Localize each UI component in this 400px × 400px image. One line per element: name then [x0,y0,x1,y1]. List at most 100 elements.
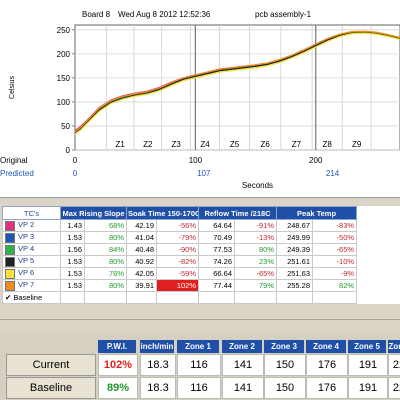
thermocouple-table: TC's Max Rising Slope Soak Time 150-170C… [2,206,400,304]
pwi-row-label: Baseline [6,377,96,399]
original-tick-label: 100 [189,156,203,165]
tc-name: VP 5 [18,256,35,266]
tc-slope-pct-cell: 68% [83,219,128,232]
zone-label: Z4 [200,140,210,149]
tc-soak-pct-cell: -56% [156,219,200,232]
zone-setpoint-value[interactable]: 116 [177,377,221,399]
baseline-empty-cell [312,291,358,304]
pwi-column-header: Zone 2 [222,340,262,353]
tc-slope-cell: 1.53 [60,267,85,280]
tc-name-cell: VP 7 [2,279,61,292]
zone-setpoint-value[interactable]: 150 [264,354,306,376]
tc-slope-pct-cell: 80% [83,279,128,292]
zone-label: Z6 [261,140,271,149]
chart-header: Board 8 Wed Aug 8 2012 12:52:36 pcb asse… [0,10,400,55]
tc-name: VP 7 [18,280,35,290]
zone-setpoint-value[interactable]: 176 [306,354,348,376]
y-tick-label: 50 [61,122,70,131]
tc-slope-cell: 1.53 [60,231,85,244]
predicted-axis-label: Predicted [0,169,34,178]
tc-reflow-cell: 74.26 [198,255,236,268]
zone-setpoint-value[interactable]: 116 [177,354,221,376]
tc-name: VP 3 [18,232,35,242]
reflow-time-header: Reflow Time /218C [198,206,278,220]
tc-reflow-cell: 64.64 [198,219,236,232]
tc-reflow-pct-cell: 79% [234,279,278,292]
y-tick-label: 100 [57,98,71,107]
conveyor-speed-value[interactable]: 18.3 [140,354,176,376]
zone-setpoint-value[interactable]: 22 [388,354,400,376]
tc-slope-cell: 1.53 [60,255,85,268]
tc-row[interactable]: VP 2 1.43 68% 42.19 -56% 64.64 -91% 248.67 -83% [2,219,400,232]
original-axis-label: Original [0,156,28,165]
tc-slope-cell: 1.43 [60,219,85,232]
baseline-toggle[interactable]: ✔ Baseline [2,291,61,304]
pwi-column-header: Zone 1 [177,340,219,353]
pwi-value: 102% [98,354,138,376]
pwi-column-header: Zone 3 [264,340,304,353]
zone-setpoint-value[interactable]: 22 [388,377,400,399]
tc-reflow-pct-cell: -65% [234,267,278,280]
pwi-column-header: Zone [388,340,400,353]
y-tick-label: 0 [66,146,71,155]
y-tick-label: 250 [57,26,71,35]
tc-peak-cell: 249.99 [276,231,314,244]
zone-setpoint-value[interactable]: 150 [264,377,306,399]
predicted-tick-label: 0 [73,169,78,178]
baseline-row[interactable]: ✔ Baseline [2,291,400,304]
tc-peak-cell: 255.28 [276,279,314,292]
tc-name-cell: VP 3 [2,231,61,244]
zone-setpoint-value[interactable]: 141 [222,354,264,376]
tc-reflow-pct-cell: 23% [234,255,278,268]
tc-row[interactable]: VP 3 1.53 80% 41.04 -79% 70.49 -13% 249.99 -50% [2,231,400,244]
zone-setpoint-value[interactable]: 191 [348,377,388,399]
tc-color-swatch [5,220,15,231]
tc-soak-cell: 42.05 [126,267,158,280]
tc-name-cell: VP 2 [2,219,61,232]
tc-peak-pct-cell: -83% [312,219,358,232]
baseline-empty-cell [276,291,314,304]
pwi-table: P.W.I. inch/min Zone 1 Zone 2 Zone 3 Zone 4 Zo… [0,334,400,400]
tc-color-swatch [5,232,15,243]
tc-name: VP 4 [18,244,35,254]
baseline-label: Baseline [13,293,43,302]
tc-reflow-cell: 77.53 [198,243,236,256]
tc-slope-cell: 1.53 [60,279,85,292]
zone-label: Z5 [230,140,240,149]
tc-name: VP 6 [18,268,35,278]
tc-row[interactable]: VP 7 1.53 80% 39.91 102% 77.44 79% 255.28 82% [2,279,400,292]
tc-row[interactable]: VP 4 1.56 84% 40.48 -90% 77.53 80% 249.39 -65% [2,243,400,256]
tc-soak-pct-cell: 102% [156,279,200,292]
tc-soak-pct-cell: -90% [156,243,200,256]
profile-chart-panel: Board 8 Wed Aug 8 2012 12:52:36 pcb asse… [0,0,400,198]
tc-color-swatch [5,244,15,255]
tc-soak-cell: 40.92 [126,255,158,268]
divider-band [0,198,400,206]
tc-row[interactable]: VP 5 1.53 80% 40.92 -82% 74.26 23% 251.61 -10% [2,255,400,268]
tc-soak-cell: 39.91 [126,279,158,292]
conveyor-speed-value[interactable]: 18.3 [140,377,176,399]
tc-slope-cell: 1.56 [60,243,85,256]
zone-setpoint-value[interactable]: 141 [222,377,264,399]
tc-row[interactable]: VP 6 1.53 76% 42.05 -59% 66.64 -65% 251.63 -9% [2,267,400,280]
tc-name: VP 2 [18,220,35,230]
tc-soak-cell: 41.04 [126,231,158,244]
tc-soak-cell: 42.19 [126,219,158,232]
pwi-value: 89% [98,377,138,399]
plot-area [74,24,400,151]
x-axis-label: Seconds [242,181,273,190]
pwi-column-header: Zone 4 [306,340,346,353]
profile-series-line [74,30,400,133]
pwi-column-header: P.W.I. [98,340,136,353]
tc-soak-pct-cell: -79% [156,231,200,244]
tc-reflow-cell: 77.44 [198,279,236,292]
zone-setpoint-value[interactable]: 176 [306,377,348,399]
baseline-empty-cell [234,291,278,304]
tc-name-cell: VP 6 [2,267,61,280]
y-tick-label: 150 [57,74,71,83]
tc-slope-pct-cell: 84% [83,243,128,256]
tc-color-swatch [5,268,15,279]
profile-series-line [74,32,400,135]
baseline-empty-cell [126,291,158,304]
zone-setpoint-value[interactable]: 191 [348,354,388,376]
